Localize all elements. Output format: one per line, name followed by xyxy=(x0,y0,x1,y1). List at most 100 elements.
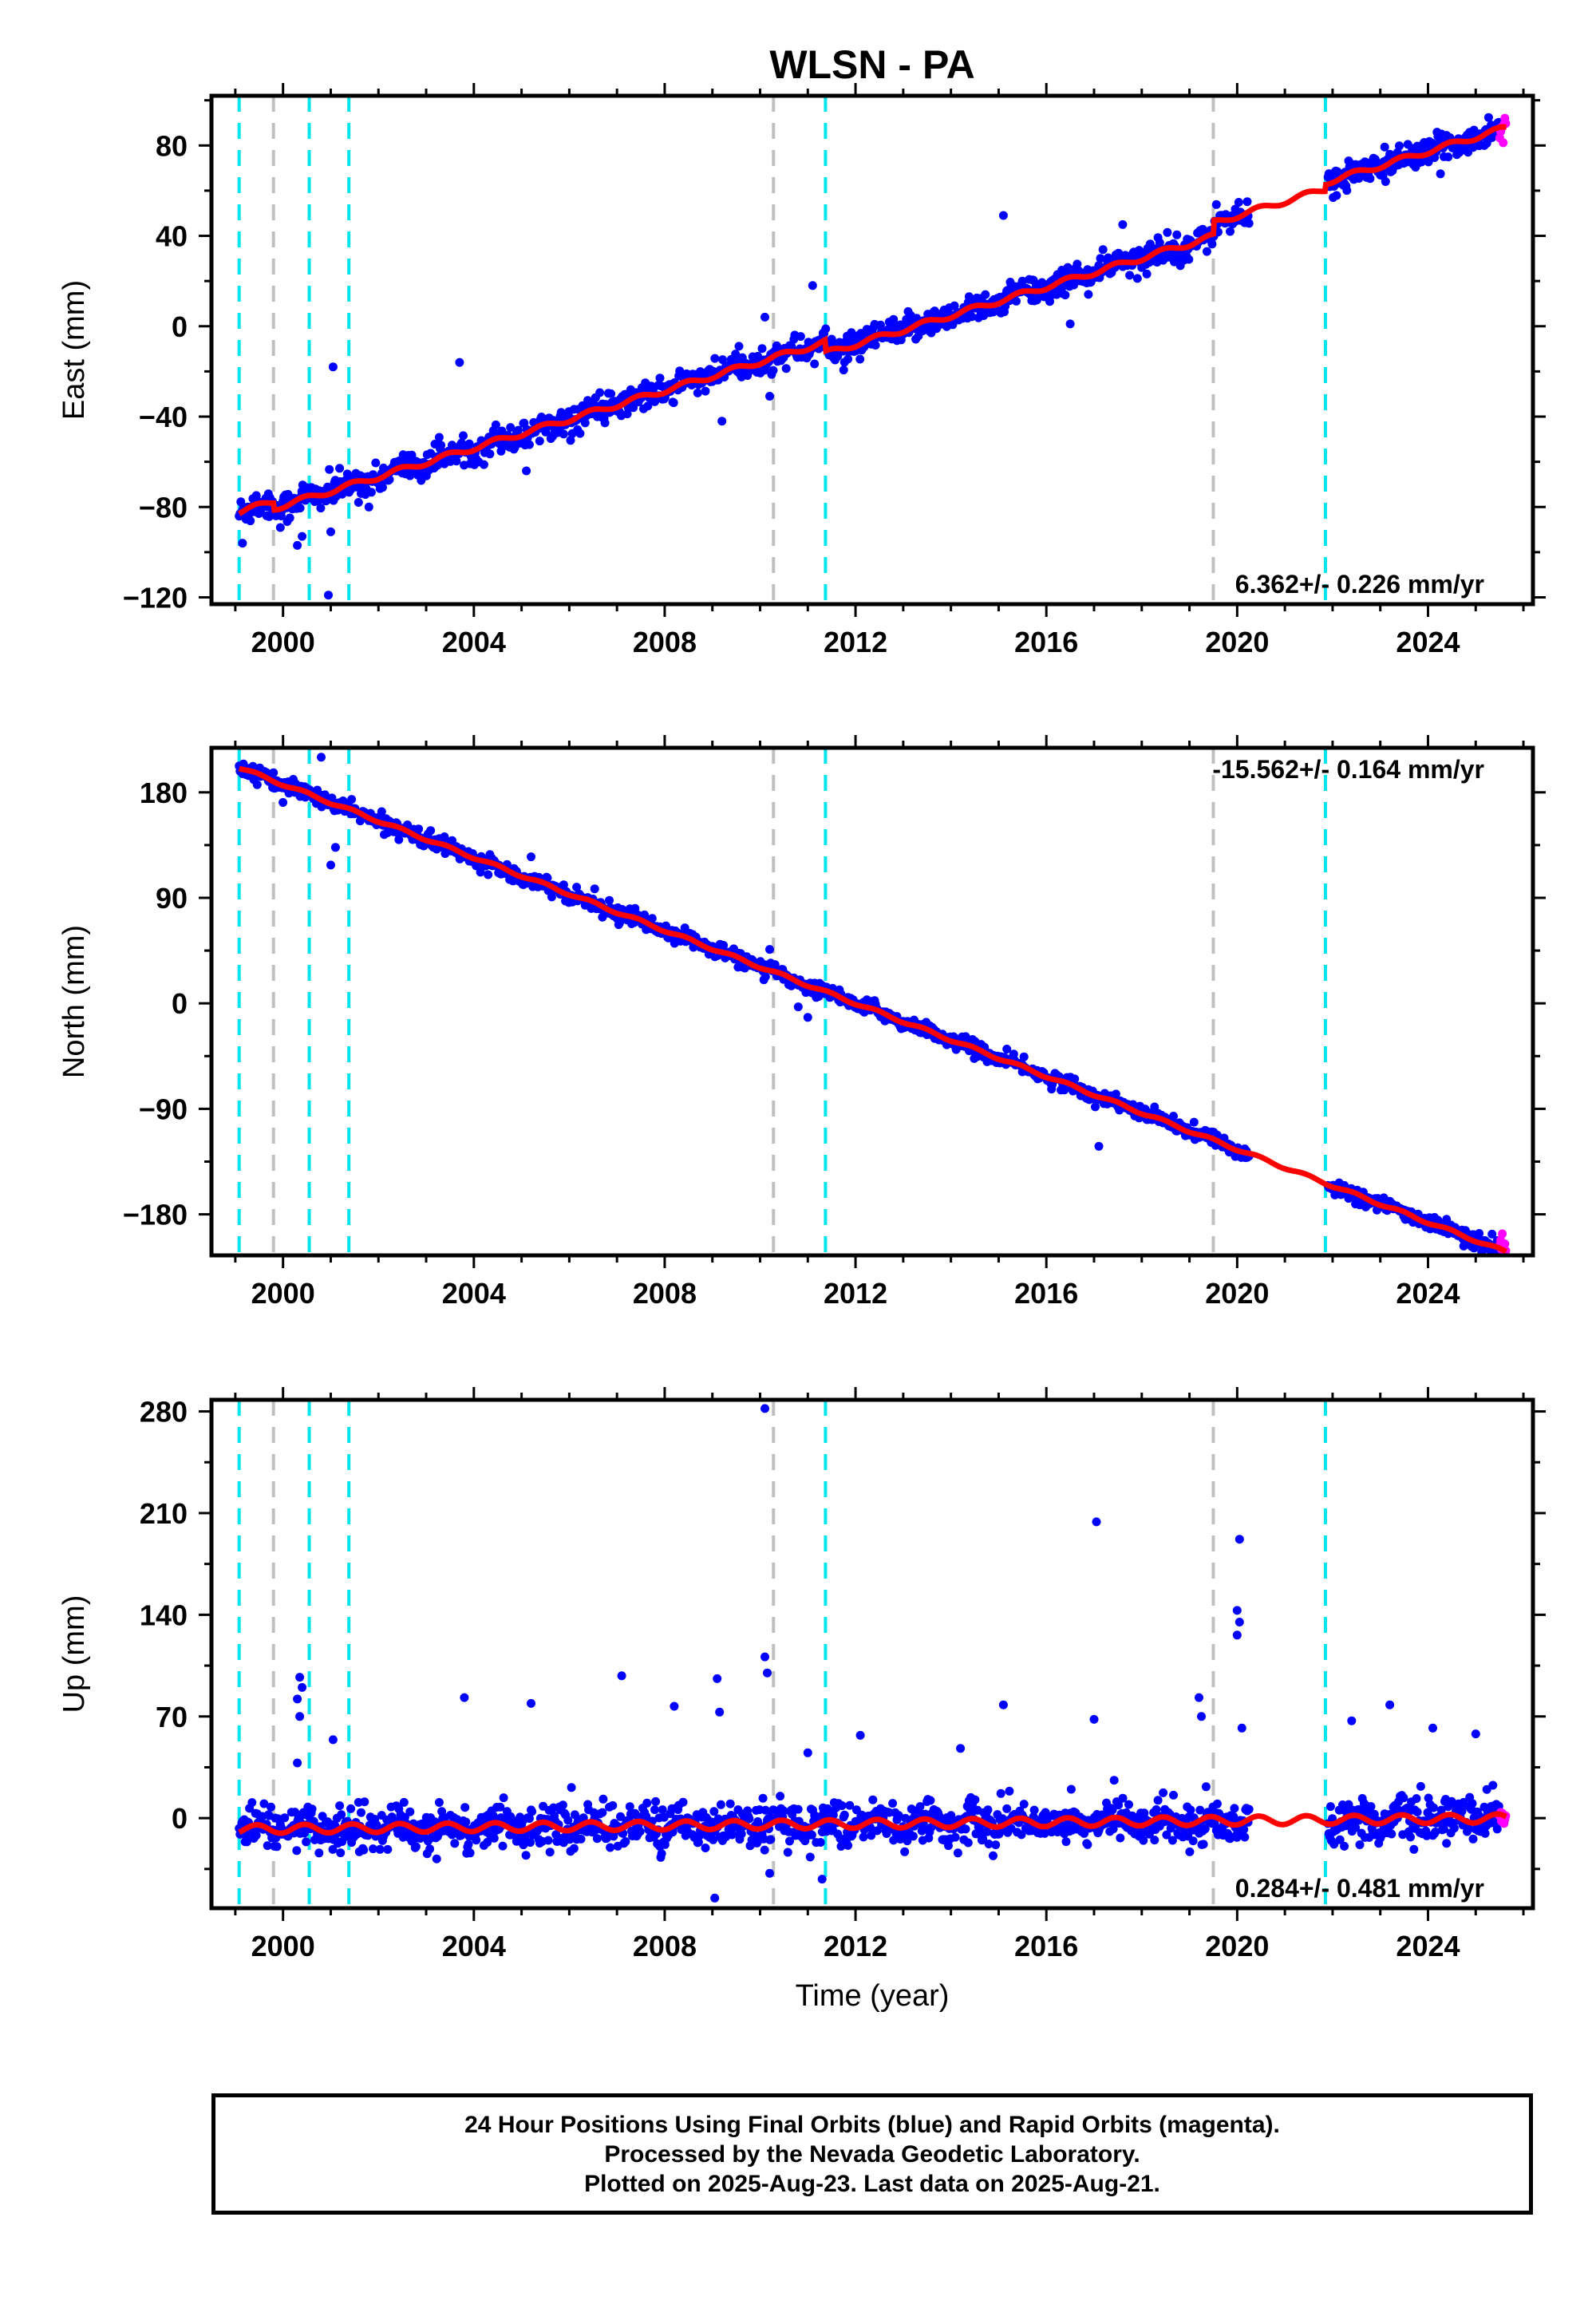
plot-area xyxy=(235,1400,1511,1908)
y-axis-label: Up (mm) xyxy=(57,1595,91,1713)
data-point xyxy=(484,870,493,879)
data-point xyxy=(745,1814,754,1824)
x-tick-label: 2008 xyxy=(633,626,697,658)
data-point xyxy=(590,884,599,894)
data-point xyxy=(983,1805,993,1815)
panel-east: 2000 2004 2008 2012 2016 2020 2024 −120 −80 −40 0 4… xyxy=(57,83,1546,658)
data-point xyxy=(1111,1089,1120,1099)
velocity-label: -15.562+/- 0.164 mm/yr xyxy=(1212,755,1484,784)
y-tick-label: −80 xyxy=(139,491,188,524)
data-point xyxy=(359,1845,369,1855)
outlier-point xyxy=(1232,1606,1242,1615)
data-point xyxy=(716,1800,725,1809)
data-point xyxy=(569,1844,579,1853)
outlier-point xyxy=(455,358,464,367)
data-point xyxy=(710,354,720,363)
data-point xyxy=(559,429,568,439)
data-point xyxy=(1342,186,1352,196)
data-point xyxy=(1325,1802,1335,1812)
data-point xyxy=(768,366,778,375)
data-point xyxy=(1159,1788,1168,1797)
data-point xyxy=(572,883,582,892)
data-point xyxy=(876,320,885,330)
panel-north: 2000 2004 2008 2012 2016 2020 2024 −180 −90 0 90 18… xyxy=(57,735,1546,1310)
data-point xyxy=(793,1804,803,1814)
data-point xyxy=(608,1800,618,1810)
data-point xyxy=(1449,1824,1459,1833)
data-point xyxy=(1444,152,1453,162)
data-point xyxy=(839,366,848,375)
x-tick-label: 2008 xyxy=(633,1930,697,1962)
data-point xyxy=(598,1808,607,1817)
data-point xyxy=(558,1800,567,1810)
footer-line-processor: Processed by the Nevada Geodetic Laborat… xyxy=(604,2141,1140,2168)
y-tick-label: 90 xyxy=(156,882,188,915)
data-point xyxy=(658,1805,667,1815)
outlier-point xyxy=(328,1735,338,1745)
outlier-point xyxy=(710,1893,720,1903)
data-point xyxy=(460,1803,470,1812)
data-point xyxy=(337,1810,346,1820)
data-point xyxy=(783,1848,792,1857)
data-point xyxy=(1412,1794,1421,1804)
data-point xyxy=(758,1793,768,1803)
y-tick-label: −90 xyxy=(139,1093,188,1125)
data-point xyxy=(1492,1824,1502,1834)
y-axis-label: East (mm) xyxy=(57,280,91,420)
data-point xyxy=(360,1797,369,1807)
outlier-point xyxy=(1235,1618,1244,1626)
data-point xyxy=(996,1788,1005,1798)
outlier-point xyxy=(1118,219,1128,229)
data-point xyxy=(499,1793,508,1803)
footer-box: 24 Hour Positions Using Final Orbits (bl… xyxy=(211,2093,1533,2215)
data-point xyxy=(737,1829,746,1839)
data-point xyxy=(614,919,624,928)
data-point xyxy=(476,868,485,877)
data-point xyxy=(1169,1790,1178,1800)
outlier-point xyxy=(364,502,373,512)
data-point xyxy=(719,941,729,950)
data-point xyxy=(506,423,516,433)
footer-line-dates: Plotted on 2025-Aug-23. Last data on 202… xyxy=(584,2171,1160,2197)
data-point xyxy=(394,835,404,844)
outlier-point xyxy=(803,1013,812,1022)
data-point xyxy=(567,1783,576,1792)
outlier-point xyxy=(713,1674,722,1683)
x-tick-label: 2012 xyxy=(824,1277,887,1310)
data-point xyxy=(407,450,417,460)
outlier-point xyxy=(460,1693,469,1702)
outlier-point xyxy=(998,211,1008,220)
data-point xyxy=(1366,1802,1376,1812)
data-point xyxy=(307,1804,317,1814)
x-tick-label: 2012 xyxy=(824,1930,887,1962)
data-point xyxy=(566,436,575,445)
data-point xyxy=(963,1838,973,1848)
data-point xyxy=(459,431,468,441)
data-point xyxy=(1488,1780,1498,1790)
data-point xyxy=(434,433,444,442)
data-point xyxy=(989,1851,998,1860)
outlier-point xyxy=(670,1701,679,1711)
data-point xyxy=(680,923,689,933)
model-fit-line xyxy=(237,124,1507,516)
data-point xyxy=(252,780,262,789)
y-tick-label: −120 xyxy=(123,582,188,615)
data-point xyxy=(606,1843,615,1852)
x-tick-label: 2000 xyxy=(251,626,315,658)
data-point xyxy=(1332,191,1341,200)
data-point xyxy=(452,456,461,466)
data-point xyxy=(465,1848,475,1858)
data-point xyxy=(1409,1844,1419,1854)
data-point xyxy=(464,1840,473,1849)
data-point xyxy=(1200,1824,1210,1834)
data-point xyxy=(1188,1836,1198,1846)
data-point xyxy=(559,880,568,890)
outlier-point xyxy=(1235,1535,1244,1544)
velocity-label: 0.284+/- 0.481 mm/yr xyxy=(1235,1874,1484,1903)
outlier-point xyxy=(715,1707,725,1717)
data-point xyxy=(1340,1841,1349,1851)
data-point xyxy=(781,364,791,373)
data-point xyxy=(605,895,614,905)
data-point xyxy=(1142,269,1152,279)
data-point xyxy=(1150,1836,1159,1845)
